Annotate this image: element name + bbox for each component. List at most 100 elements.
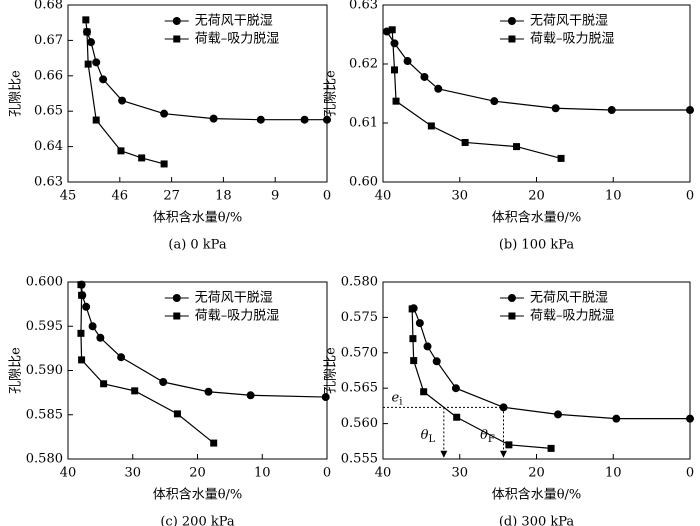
- y-axis-label: 孔隙比e: [324, 347, 339, 394]
- x-tick-label: 40: [375, 466, 392, 481]
- data-point: [607, 106, 616, 115]
- annotation-symbol: θ: [480, 428, 488, 443]
- y-tick-label: 0.61: [349, 116, 378, 131]
- legend-marker: [173, 35, 181, 43]
- x-tick-label: 30: [451, 189, 468, 204]
- y-tick-label: 0.64: [34, 139, 63, 154]
- annotation-symbol: θ: [421, 428, 429, 443]
- data-point: [423, 342, 432, 351]
- data-point: [77, 281, 85, 289]
- data-point: [427, 122, 435, 130]
- data-point: [96, 333, 105, 342]
- data-point: [323, 115, 331, 124]
- x-axis-label: 体积含水量θ/%: [492, 487, 582, 503]
- data-point: [686, 414, 694, 423]
- y-tick-label: 0.565: [341, 381, 378, 396]
- y-tick-label: 0.65: [34, 104, 63, 119]
- x-tick-label: 27: [163, 189, 180, 204]
- legend-symbol: [508, 312, 516, 320]
- data-point: [100, 380, 108, 388]
- data-line: [86, 31, 327, 121]
- annotation: ei: [392, 390, 403, 407]
- legend-label: 荷载–吸力脱湿: [195, 309, 280, 324]
- legend-marker: [172, 294, 181, 302]
- data-line: [413, 307, 690, 420]
- legend-symbol: [508, 35, 516, 43]
- legend-label: 无荷风干脱湿: [195, 291, 273, 306]
- data-point: [210, 439, 218, 447]
- data-point: [92, 58, 101, 67]
- data-point: [300, 115, 309, 124]
- data-point: [461, 138, 469, 146]
- y-tick-label: 0.62: [349, 57, 378, 72]
- x-tick-label: 20: [528, 189, 545, 204]
- data-point: [77, 329, 85, 337]
- data-point: [256, 115, 265, 124]
- data-point: [78, 356, 86, 364]
- legend-marker: [172, 17, 181, 25]
- data-point: [420, 388, 428, 396]
- data-line: [85, 19, 165, 165]
- x-axis-label: 体积含水量θ/%: [153, 210, 243, 226]
- data-point: [84, 60, 92, 68]
- data-point: [410, 357, 418, 365]
- y-axis-label: 孔隙比e: [9, 347, 24, 394]
- data-point: [409, 335, 417, 343]
- y-tick-label: 0.66: [34, 68, 63, 83]
- data-point: [131, 387, 139, 395]
- y-tick-label: 0.68: [34, 0, 63, 13]
- x-tick-label: 10: [605, 466, 622, 481]
- data-point: [321, 393, 330, 402]
- x-tick-label: 46: [112, 189, 129, 204]
- legend-marker: [507, 17, 516, 25]
- y-axis-label: 孔隙比e: [9, 70, 24, 117]
- panel: 0.580 0.585 0.590 0.595 0.600 40 30 20 10 0 体积含水量θ…: [9, 275, 332, 526]
- y-axis-label: 孔隙比e: [324, 70, 339, 117]
- x-tick-label: 9: [271, 189, 279, 204]
- caption: (b) 100 kPa: [499, 238, 575, 253]
- data-point: [78, 291, 86, 299]
- y-tick-label: 0.63: [349, 0, 378, 13]
- data-point: [209, 114, 218, 123]
- x-tick-label: 10: [605, 189, 622, 204]
- data-point: [388, 26, 396, 34]
- panel: 0.555 0.560 0.565 0.570 0.575 0.580 40 30 20 10 0 体…: [324, 275, 695, 526]
- data-point: [434, 84, 443, 93]
- data-point: [505, 441, 513, 449]
- caption: (c) 200 kPa: [160, 515, 235, 526]
- legend-marker: [173, 312, 181, 320]
- annotation: θF: [480, 428, 495, 445]
- data-point: [173, 410, 181, 418]
- x-tick-label: 30: [124, 466, 141, 481]
- data-point: [204, 387, 213, 396]
- panel: 0.63 0.64 0.65 0.66 0.67 0.68 45 46 27 18 9 0 体积含水量θ…: [9, 0, 332, 253]
- x-tick-label: 20: [528, 466, 545, 481]
- legend-marker: [508, 312, 516, 320]
- annotation-subscript: F: [488, 434, 495, 445]
- data-point: [513, 143, 521, 151]
- legend-label: 荷载–吸力脱湿: [530, 32, 615, 47]
- plot-frame: [67, 4, 328, 183]
- data-line: [80, 284, 215, 444]
- data-point: [392, 97, 400, 105]
- y-tick-label: 0.600: [26, 275, 63, 290]
- data-point: [82, 302, 91, 311]
- y-tick-label: 0.590: [26, 363, 63, 378]
- data-point: [547, 444, 555, 452]
- annotation-subscript: i: [399, 396, 402, 407]
- legend-label: 无荷风干脱湿: [530, 291, 608, 306]
- annotation: θL: [421, 428, 436, 445]
- data-point: [612, 414, 621, 423]
- y-tick-label: 0.63: [34, 175, 63, 190]
- x-tick-label: 45: [60, 189, 77, 204]
- y-tick-label: 0.570: [341, 345, 378, 360]
- legend-symbol: [173, 35, 181, 43]
- data-point: [138, 154, 146, 162]
- y-tick-label: 0.580: [26, 452, 63, 467]
- data-point: [92, 116, 100, 124]
- data-point: [686, 106, 694, 115]
- legend-label: 无荷风干脱湿: [195, 14, 273, 29]
- x-tick-label: 0: [686, 466, 694, 481]
